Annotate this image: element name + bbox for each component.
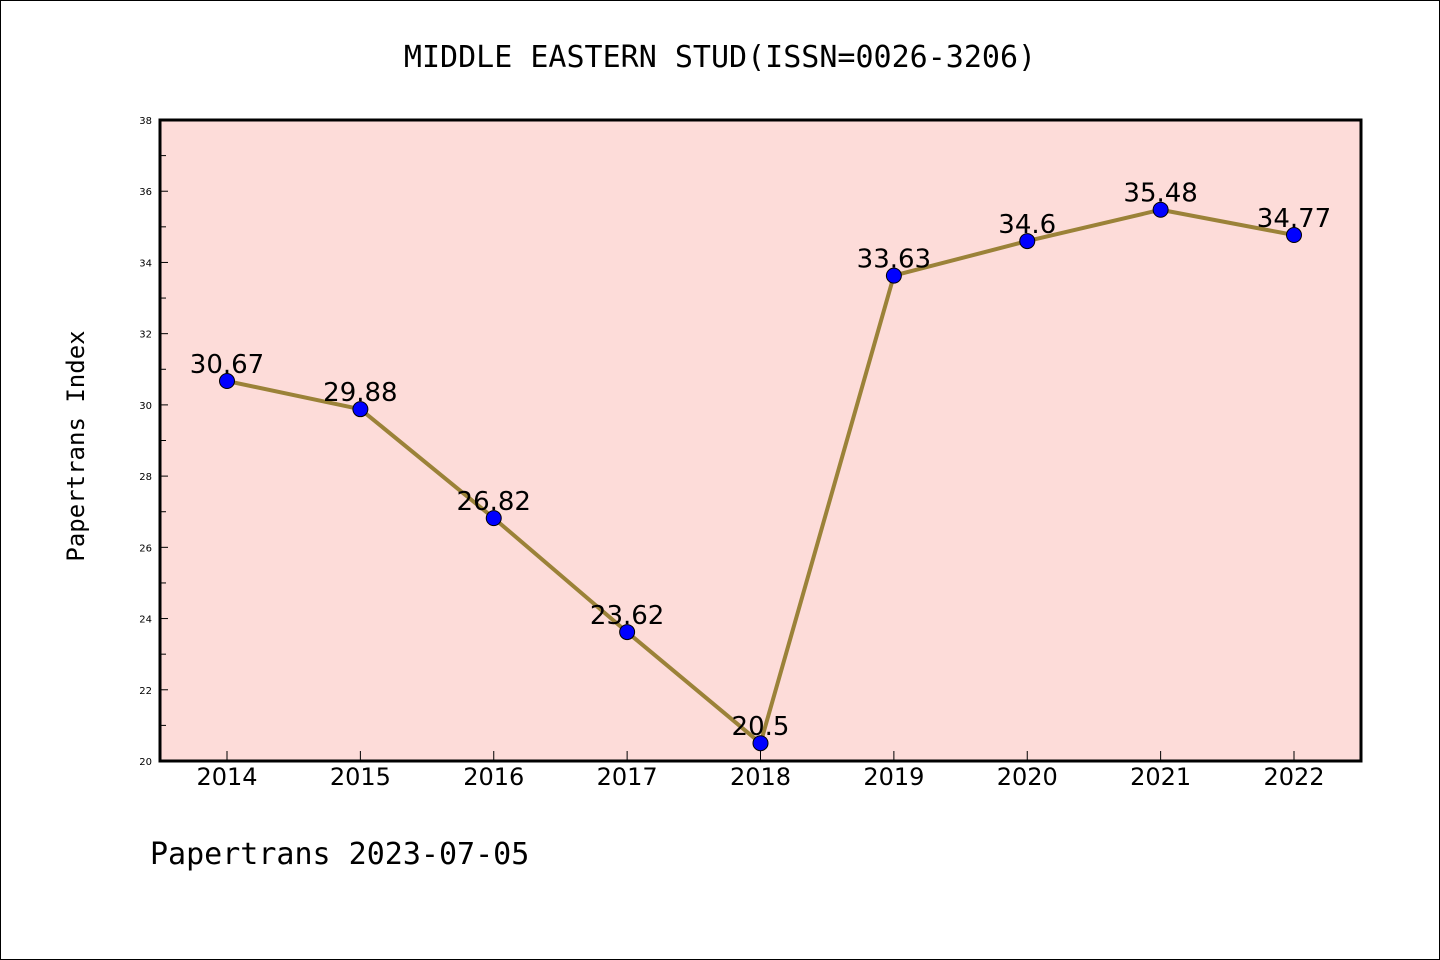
y-tick-label: 26 [139,543,152,554]
data-point-marker [885,267,902,284]
x-tick-label: 2022 [1263,763,1324,791]
series-markers [219,201,1302,752]
y-axis-label: Papertrans Index [62,330,90,561]
data-point-marker [485,510,502,527]
data-point-label: 34.77 [1257,204,1331,234]
data-point-label: 23.62 [590,601,664,631]
x-tick-label: 2020 [997,763,1058,791]
data-point-label: 30.67 [190,350,264,380]
data-point-marker [619,624,636,641]
x-axis: 2014 2015 2016 2017 2018 2019 2020 2021 2022 [196,751,1325,791]
data-point-label: 34.6 [998,210,1056,240]
y-tick-label: 24 [139,615,152,626]
data-labels: 30.67 29.88 26.82 23.62 20.5 33.63 34.6 35.48 34… [190,179,1331,742]
x-tick-label: 2019 [863,763,924,791]
x-tick-label: 2016 [463,763,524,791]
x-tick-label: 2014 [196,763,257,791]
x-tick-label: 2017 [597,763,658,791]
y-axis: 20 22 24 26 28 30 32 34 36 38 [139,116,168,768]
y-tick-label: 22 [139,686,152,697]
y-tick-label: 34 [139,258,152,269]
data-point-marker [1286,227,1302,244]
y-tick-label: 36 [139,187,152,198]
data-point-label: 20.5 [732,712,790,742]
x-tick-label: 2021 [1130,763,1191,791]
y-tick-label: 32 [139,330,152,341]
data-point-label: 33.63 [857,245,931,275]
y-tick-label: 30 [139,401,152,412]
data-point-marker [219,373,235,390]
plot-area [158,118,1363,763]
data-point-marker [1152,201,1169,218]
y-tick-label: 38 [139,116,152,127]
x-tick-label: 2015 [330,763,391,791]
y-tick-label: 28 [139,472,152,483]
data-point-marker [752,735,769,752]
x-tick-label: 2018 [730,763,791,791]
data-point-marker [1019,233,1036,250]
data-point-label: 35.48 [1123,179,1197,209]
data-point-marker [352,401,369,418]
y-tick-label: 20 [139,757,152,768]
footer-text: Papertrans 2023-07-05 [150,837,529,872]
chart-title: MIDDLE EASTERN STUD(ISSN=0026-3206) [404,40,1036,75]
data-point-label: 26.82 [457,487,531,517]
data-point-label: 29.88 [323,378,397,408]
